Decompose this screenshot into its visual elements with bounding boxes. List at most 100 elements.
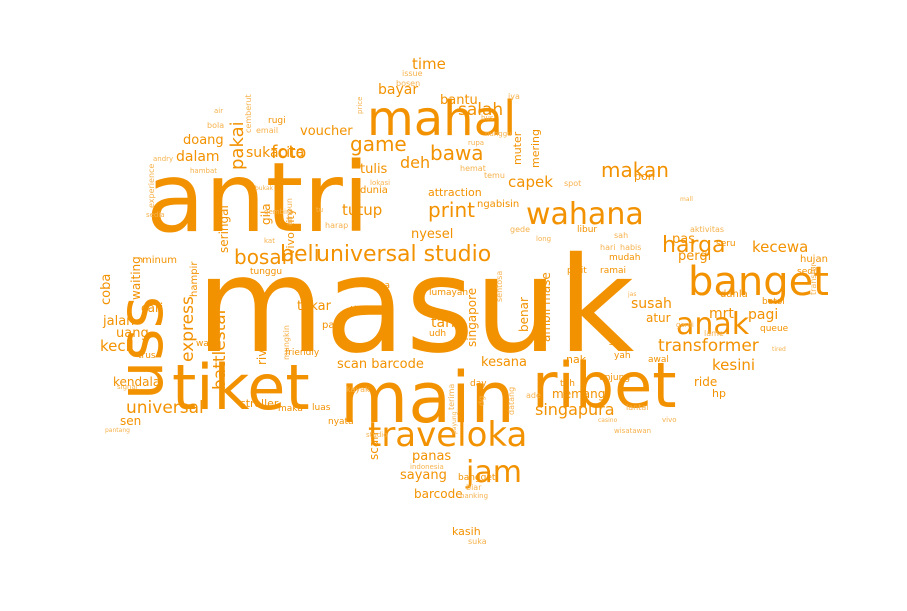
word: banking: [460, 492, 489, 500]
word: voucher: [300, 124, 353, 139]
word: stroller: [240, 397, 279, 410]
word: susah: [631, 296, 672, 312]
word: singapura: [535, 400, 615, 419]
word: dahla: [720, 289, 748, 300]
word: casino: [598, 417, 618, 424]
word: mall: [680, 196, 693, 203]
word: mering: [529, 128, 542, 168]
word: game: [350, 132, 407, 156]
word: dunia: [360, 185, 388, 196]
word: spot: [564, 179, 582, 188]
word: rugi: [268, 116, 286, 126]
word: andry: [153, 155, 174, 163]
word: nyata: [328, 417, 354, 427]
word: experience: [147, 163, 156, 208]
word: kecewa: [752, 238, 809, 256]
word: tu: [316, 206, 324, 214]
word: bantu: [440, 93, 478, 108]
word: issue: [402, 69, 423, 78]
word: area: [370, 281, 391, 291]
word: pelit: [567, 266, 587, 276]
word: biar: [466, 483, 482, 492]
word: queue: [760, 324, 789, 334]
word: email: [256, 126, 279, 135]
word: lame: [704, 329, 724, 338]
word: lantai: [626, 403, 649, 412]
word: makan: [601, 158, 669, 182]
word: seru: [716, 239, 736, 249]
word: jalan: [103, 314, 135, 329]
word: antri: [146, 142, 370, 254]
word: iya: [508, 92, 520, 101]
word: tiket: [172, 351, 310, 424]
word: mungkin: [282, 325, 291, 360]
word: sen: [120, 414, 142, 428]
word: cari: [141, 301, 164, 315]
word: bola: [207, 121, 225, 130]
word: nyesel: [411, 227, 454, 242]
word: habis: [620, 243, 642, 252]
word: jam: [466, 455, 522, 490]
word: bosen: [396, 79, 421, 88]
word: awal: [648, 355, 669, 365]
word: tunggu: [250, 267, 283, 277]
word: coba: [99, 273, 114, 305]
word: indonesia: [410, 463, 444, 471]
word: tired: [772, 346, 786, 353]
word: gembira: [264, 208, 294, 216]
word: temu: [484, 171, 505, 180]
word: tarik: [431, 315, 463, 331]
word: hp: [712, 387, 726, 400]
word: payung: [451, 411, 458, 434]
word: wisatawan: [614, 427, 652, 435]
word: doang: [183, 133, 224, 148]
word: price: [356, 96, 364, 114]
word: kayak: [346, 385, 370, 394]
word: pagi: [748, 307, 779, 323]
word: express: [178, 296, 198, 362]
word: kecil: [100, 337, 134, 355]
word: river raft: [255, 312, 269, 365]
word: tulis: [360, 162, 388, 177]
word: hambat: [190, 167, 218, 175]
word: ramai: [600, 266, 626, 276]
word: ambil mase: [539, 272, 553, 342]
word: yah: [614, 351, 631, 361]
word: wahana: [526, 197, 644, 232]
word: attraction: [428, 186, 482, 199]
word: print: [428, 198, 475, 222]
word: atur: [646, 311, 671, 325]
word: mrt: [709, 306, 734, 322]
word: long: [536, 235, 552, 243]
word: banget: [688, 259, 829, 305]
word: sedia: [146, 211, 165, 219]
word: scan barcode: [337, 357, 424, 372]
word: hemat: [460, 164, 486, 173]
word: aktivitas: [690, 225, 725, 234]
word: transfer: [809, 263, 818, 295]
word: beli: [280, 242, 320, 267]
word: tutup: [342, 201, 383, 219]
word: deh: [400, 153, 431, 172]
word: ganti: [676, 321, 694, 329]
word: bawa: [430, 141, 484, 165]
word: signal: [117, 383, 138, 391]
word: main: [340, 357, 515, 439]
word: universal studio: [316, 242, 492, 267]
word: unjung: [599, 373, 631, 383]
word: uang: [116, 326, 149, 341]
word: anak: [676, 307, 750, 342]
word: hujan: [800, 254, 828, 265]
word: minum: [142, 255, 177, 266]
word: traveloka: [368, 415, 528, 455]
word: kat: [264, 237, 275, 245]
word: cemberut: [244, 94, 253, 133]
word: transformer: [658, 336, 759, 356]
word: seringai: [217, 205, 231, 253]
word: ribet: [532, 349, 677, 422]
word: benar: [517, 297, 531, 332]
word: sentosa: [495, 270, 504, 302]
word: kesini: [712, 356, 756, 374]
word: pantang: [105, 427, 130, 434]
